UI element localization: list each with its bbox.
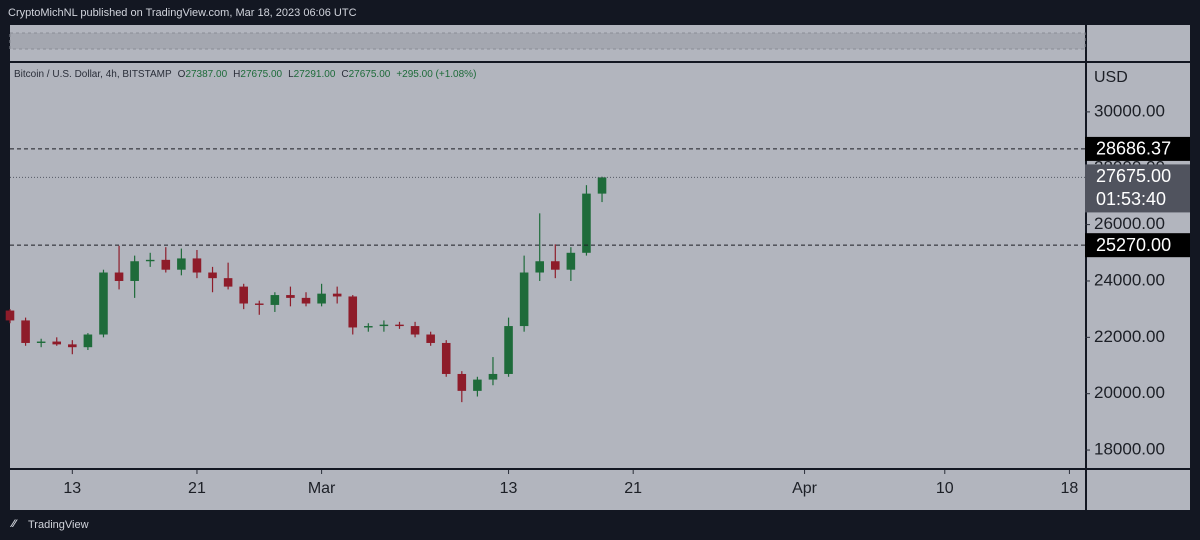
candle-body xyxy=(317,293,326,304)
y-tick-label: 30000.00 xyxy=(1094,101,1165,120)
y-tick-label: 20000.00 xyxy=(1094,383,1165,402)
candle-body xyxy=(270,295,280,305)
y-axis-label: USD xyxy=(1094,69,1128,86)
candle-body xyxy=(426,334,435,343)
candle-body xyxy=(551,261,560,270)
x-tick-label: 21 xyxy=(188,480,206,497)
ohlc-value: 27291.00 xyxy=(294,69,336,80)
level-label: 28686.37 xyxy=(1096,139,1171,159)
candle-body xyxy=(488,373,498,380)
candle-body xyxy=(130,261,139,281)
candle-body xyxy=(114,272,124,281)
last-price-tag xyxy=(1085,164,1190,213)
candle-body xyxy=(286,295,295,298)
candle-body xyxy=(99,272,108,335)
y-tick-label: 24000.00 xyxy=(1094,270,1165,289)
countdown: 01:53:40 xyxy=(1096,189,1166,209)
candle-body xyxy=(597,177,607,194)
legend-title: Bitcoin / U.S. Dollar, 4h, BITSTAMP xyxy=(14,69,172,80)
candle-body xyxy=(208,272,217,279)
y-tick-label: 18000.00 xyxy=(1094,440,1165,459)
candle-body xyxy=(582,193,591,253)
footer: TradingView xyxy=(28,519,89,531)
x-tick-label: 10 xyxy=(936,480,954,497)
ohlc-key: H xyxy=(233,69,240,80)
y-tick-label: 26000.00 xyxy=(1094,214,1165,233)
candle-body xyxy=(566,252,576,270)
rsi-axis xyxy=(1087,25,1190,61)
price-axis xyxy=(1087,63,1190,468)
level-tag xyxy=(1085,233,1190,258)
logo-mark: ⁄⁄ xyxy=(9,518,18,530)
x-tick-label: 13 xyxy=(500,480,518,497)
candle-body xyxy=(395,324,404,327)
candle-body xyxy=(36,341,46,343)
candle-body xyxy=(145,259,155,262)
candle-body xyxy=(161,259,171,270)
candle-body xyxy=(379,324,389,327)
candle-body xyxy=(254,303,264,305)
candle-body xyxy=(52,341,62,345)
last-price-label: 27675.00 xyxy=(1096,166,1171,186)
time-axis xyxy=(10,470,1085,510)
candle-body xyxy=(192,258,202,273)
candle-body xyxy=(301,297,311,304)
candle-body xyxy=(519,272,529,327)
candle-body xyxy=(239,286,248,304)
ohlc-key: O xyxy=(178,69,186,80)
candle-body xyxy=(410,326,420,335)
ohlc-value: 27675.00 xyxy=(240,69,282,80)
x-tick-label: Mar xyxy=(308,480,336,497)
y-tick-label: 22000.00 xyxy=(1094,327,1165,346)
level-label: 25270.00 xyxy=(1096,235,1171,255)
x-tick-label: Apr xyxy=(792,480,818,497)
candle-body xyxy=(364,326,373,328)
change: +295.00 (+1.08%) xyxy=(396,69,476,80)
candle-body xyxy=(5,310,15,321)
candle-body xyxy=(473,379,482,391)
candle-body xyxy=(457,373,467,391)
candle-body xyxy=(21,320,30,343)
x-tick-label: 21 xyxy=(624,480,642,497)
candle-body xyxy=(504,326,513,374)
x-tick-label: 13 xyxy=(63,480,81,497)
candle-body xyxy=(68,344,77,348)
header: CryptoMichNL published on TradingView.co… xyxy=(8,7,357,19)
rsi-band xyxy=(9,32,1086,50)
legend: Bitcoin / U.S. Dollar, 4h, BITSTAMP O2738… xyxy=(14,69,476,80)
plot-area xyxy=(10,63,1085,468)
ohlc-key: L xyxy=(288,69,294,80)
candle-body xyxy=(332,293,342,297)
candle-body xyxy=(441,342,451,374)
candle-body xyxy=(177,258,186,270)
corner xyxy=(1087,470,1190,510)
candle-body xyxy=(223,278,233,287)
candle-body xyxy=(535,261,544,273)
ohlc-value: 27387.00 xyxy=(185,69,227,80)
level-tag xyxy=(1085,136,1190,161)
ohlc-value: 27675.00 xyxy=(349,69,391,80)
candle-body xyxy=(83,334,93,348)
x-tick-label: 18 xyxy=(1061,480,1079,497)
ohlc-key: C xyxy=(341,69,348,80)
candle-body xyxy=(348,296,358,328)
